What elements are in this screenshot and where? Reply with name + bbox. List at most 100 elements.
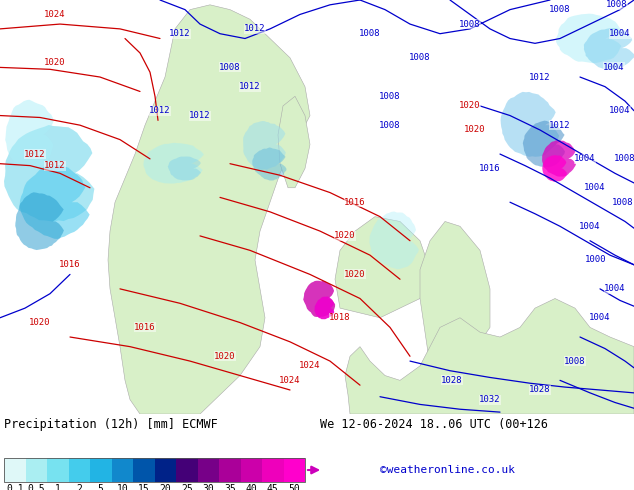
Polygon shape	[278, 97, 310, 188]
Text: 1016: 1016	[479, 164, 501, 173]
Polygon shape	[303, 281, 335, 317]
Polygon shape	[501, 92, 559, 157]
Text: 1020: 1020	[464, 125, 486, 134]
Polygon shape	[20, 165, 89, 239]
Bar	[262, 458, 283, 482]
Bar	[90, 458, 112, 482]
Text: 50: 50	[288, 484, 300, 490]
Text: 20: 20	[159, 484, 171, 490]
Polygon shape	[584, 28, 634, 70]
Polygon shape	[314, 296, 334, 319]
Text: 2: 2	[76, 484, 82, 490]
Polygon shape	[542, 155, 567, 182]
Text: 40: 40	[245, 484, 257, 490]
Bar	[219, 458, 240, 482]
Polygon shape	[335, 217, 430, 318]
Text: 1008: 1008	[379, 92, 401, 101]
Text: 1012: 1012	[529, 73, 551, 81]
Text: 0.1: 0.1	[6, 484, 23, 490]
Text: 1016: 1016	[59, 260, 81, 270]
Polygon shape	[243, 121, 286, 170]
Bar	[25, 458, 47, 482]
Bar	[155, 458, 176, 482]
Text: 1020: 1020	[214, 352, 236, 361]
Text: 0.5: 0.5	[27, 484, 45, 490]
Bar	[47, 458, 68, 482]
Text: 1008: 1008	[379, 121, 401, 130]
Text: 1004: 1004	[574, 154, 596, 163]
Text: 1004: 1004	[604, 284, 626, 294]
Text: 1004: 1004	[603, 63, 624, 72]
Text: 45: 45	[267, 484, 278, 490]
Polygon shape	[420, 221, 490, 366]
Text: 1004: 1004	[585, 183, 605, 192]
Text: 15: 15	[138, 484, 150, 490]
Bar	[68, 458, 90, 482]
Text: 1008: 1008	[606, 0, 628, 9]
Text: 1012: 1012	[149, 106, 171, 115]
Text: Precipitation (12h) [mm] ECMWF: Precipitation (12h) [mm] ECMWF	[4, 418, 217, 431]
Bar	[198, 458, 219, 482]
Text: 1008: 1008	[219, 63, 241, 72]
Text: 1012: 1012	[244, 24, 266, 33]
Text: 1008: 1008	[614, 154, 634, 163]
Text: 1012: 1012	[169, 29, 191, 38]
Polygon shape	[15, 192, 64, 250]
Text: 1020: 1020	[344, 270, 366, 279]
Text: ©weatheronline.co.uk: ©weatheronline.co.uk	[380, 465, 515, 475]
Text: 1012: 1012	[549, 121, 571, 130]
Text: 1024: 1024	[299, 362, 321, 370]
Text: 1018: 1018	[329, 313, 351, 322]
Bar	[133, 458, 155, 482]
Text: 1008: 1008	[549, 5, 571, 14]
Polygon shape	[252, 147, 287, 180]
Text: 1032: 1032	[479, 395, 501, 404]
Text: 1012: 1012	[190, 111, 210, 120]
Polygon shape	[108, 5, 310, 414]
Text: 35: 35	[224, 484, 236, 490]
Text: 25: 25	[181, 484, 193, 490]
Text: 1: 1	[55, 484, 61, 490]
Polygon shape	[345, 298, 634, 414]
Text: 1004: 1004	[589, 313, 611, 322]
Text: 1008: 1008	[459, 20, 481, 28]
Text: 1016: 1016	[344, 197, 366, 207]
Bar	[283, 458, 305, 482]
Polygon shape	[542, 140, 576, 176]
Text: 1012: 1012	[44, 161, 66, 170]
Bar	[176, 458, 198, 482]
Text: 1024: 1024	[44, 10, 66, 19]
Text: 1020: 1020	[459, 101, 481, 110]
Polygon shape	[556, 14, 621, 63]
Text: 1028: 1028	[441, 376, 463, 385]
Polygon shape	[5, 100, 54, 167]
Text: We 12-06-2024 18..06 UTC (00+126: We 12-06-2024 18..06 UTC (00+126	[320, 418, 548, 431]
Bar	[112, 458, 133, 482]
Text: 1008: 1008	[410, 53, 430, 62]
Text: 1016: 1016	[134, 323, 156, 332]
Text: 5: 5	[98, 484, 104, 490]
Text: 1004: 1004	[609, 29, 631, 38]
Text: 1012: 1012	[24, 149, 46, 159]
Text: 10: 10	[117, 484, 128, 490]
Text: 1008: 1008	[564, 357, 586, 366]
Text: 1012: 1012	[239, 82, 261, 91]
Text: 1008: 1008	[359, 29, 381, 38]
Text: 1000: 1000	[585, 255, 607, 265]
Polygon shape	[523, 121, 565, 168]
Polygon shape	[143, 143, 204, 184]
Text: 1028: 1028	[529, 386, 551, 394]
Bar	[4, 458, 305, 482]
Text: 1004: 1004	[579, 222, 601, 231]
Polygon shape	[4, 125, 94, 221]
Polygon shape	[370, 212, 419, 269]
Text: 1020: 1020	[334, 231, 356, 241]
Bar	[240, 458, 262, 482]
Text: 1008: 1008	[612, 197, 634, 207]
Text: 1004: 1004	[609, 106, 631, 115]
Text: 1020: 1020	[29, 318, 51, 327]
Bar	[4, 458, 25, 482]
Text: 1020: 1020	[44, 58, 66, 67]
Polygon shape	[168, 156, 201, 180]
Text: 1024: 1024	[279, 376, 301, 385]
